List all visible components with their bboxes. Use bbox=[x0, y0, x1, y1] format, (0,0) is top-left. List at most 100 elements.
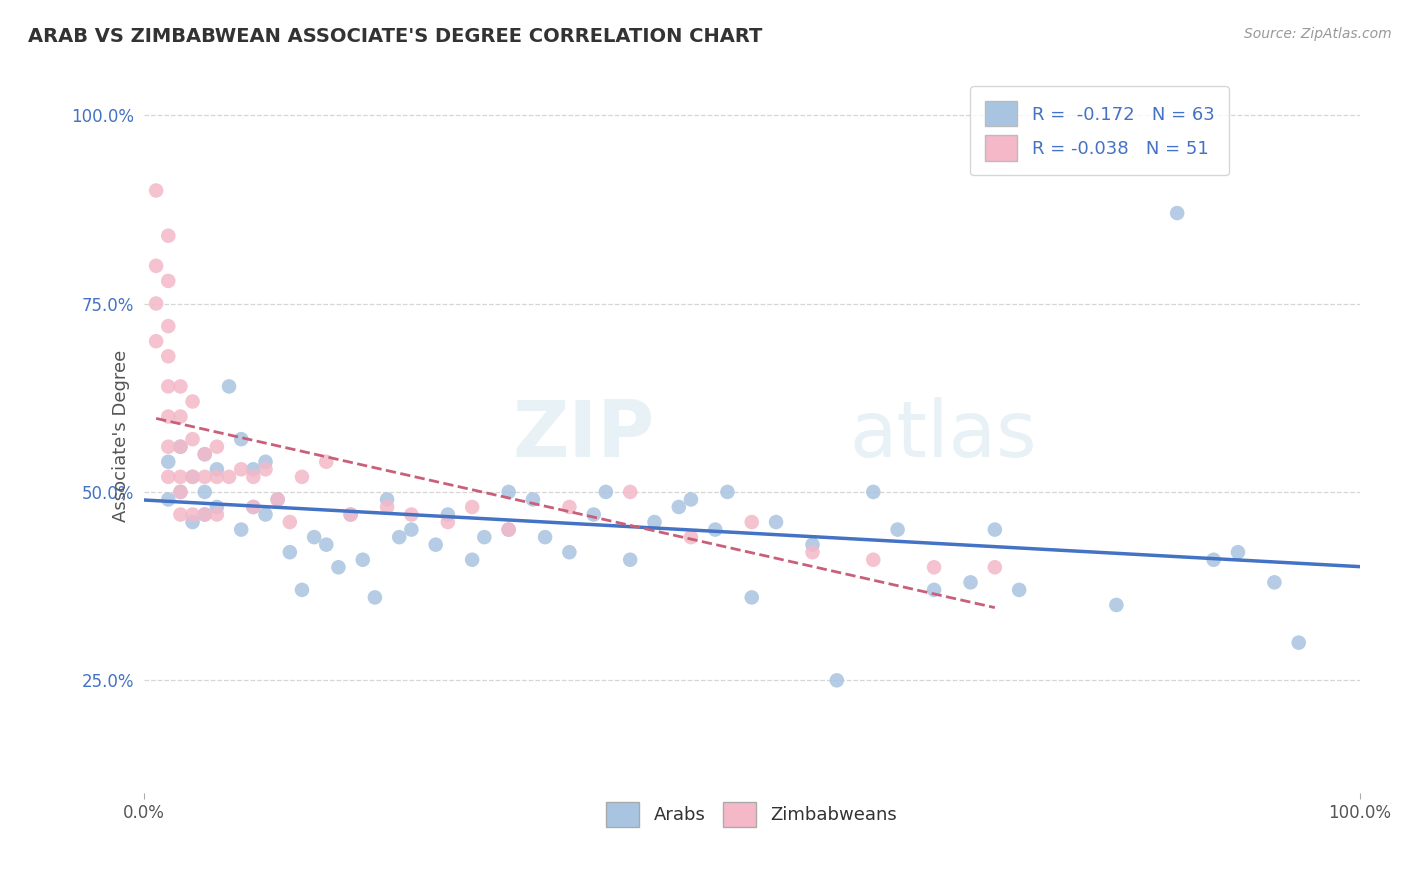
Point bbox=[145, 296, 167, 310]
Point bbox=[218, 379, 240, 393]
Point bbox=[157, 492, 180, 507]
Point bbox=[862, 484, 884, 499]
Point bbox=[242, 500, 264, 514]
Point bbox=[619, 484, 641, 499]
Point bbox=[231, 432, 253, 446]
Point bbox=[534, 530, 557, 544]
Point bbox=[266, 492, 288, 507]
Point bbox=[254, 455, 277, 469]
Point bbox=[157, 349, 180, 363]
Point bbox=[157, 319, 180, 334]
Point bbox=[194, 508, 217, 522]
Point bbox=[169, 470, 191, 484]
Point bbox=[181, 515, 204, 529]
Point bbox=[278, 545, 301, 559]
Point bbox=[181, 508, 204, 522]
Point bbox=[242, 500, 264, 514]
Point bbox=[741, 591, 763, 605]
Point bbox=[801, 545, 824, 559]
Point bbox=[328, 560, 350, 574]
Point bbox=[194, 508, 217, 522]
Point bbox=[1263, 575, 1285, 590]
Point bbox=[375, 492, 398, 507]
Point bbox=[169, 379, 191, 393]
Point bbox=[242, 462, 264, 476]
Point bbox=[181, 470, 204, 484]
Point bbox=[1166, 206, 1188, 220]
Point bbox=[205, 500, 228, 514]
Point bbox=[704, 523, 727, 537]
Point bbox=[181, 432, 204, 446]
Legend: Arabs, Zimbabweans: Arabs, Zimbabweans bbox=[599, 795, 904, 834]
Point bbox=[558, 545, 581, 559]
Point bbox=[254, 462, 277, 476]
Point bbox=[157, 470, 180, 484]
Point bbox=[157, 274, 180, 288]
Text: atlas: atlas bbox=[849, 398, 1036, 474]
Point bbox=[498, 523, 520, 537]
Point bbox=[169, 440, 191, 454]
Point bbox=[498, 484, 520, 499]
Point bbox=[145, 184, 167, 198]
Point bbox=[205, 440, 228, 454]
Point bbox=[205, 470, 228, 484]
Point bbox=[461, 553, 484, 567]
Point bbox=[595, 484, 617, 499]
Point bbox=[266, 492, 288, 507]
Point bbox=[145, 259, 167, 273]
Point bbox=[242, 470, 264, 484]
Point bbox=[315, 538, 337, 552]
Point bbox=[218, 470, 240, 484]
Point bbox=[194, 484, 217, 499]
Point bbox=[437, 515, 460, 529]
Point bbox=[145, 334, 167, 349]
Point bbox=[522, 492, 544, 507]
Point bbox=[922, 582, 945, 597]
Point bbox=[886, 523, 908, 537]
Point bbox=[364, 591, 387, 605]
Text: ZIP: ZIP bbox=[512, 398, 654, 474]
Point bbox=[1288, 635, 1310, 649]
Point bbox=[169, 484, 191, 499]
Point bbox=[437, 508, 460, 522]
Point bbox=[388, 530, 411, 544]
Point bbox=[862, 553, 884, 567]
Point bbox=[231, 523, 253, 537]
Point bbox=[169, 484, 191, 499]
Point bbox=[291, 470, 314, 484]
Point bbox=[205, 462, 228, 476]
Point bbox=[498, 523, 520, 537]
Point bbox=[679, 530, 702, 544]
Point bbox=[425, 538, 447, 552]
Point bbox=[558, 500, 581, 514]
Point bbox=[157, 228, 180, 243]
Point bbox=[716, 484, 738, 499]
Text: Source: ZipAtlas.com: Source: ZipAtlas.com bbox=[1244, 27, 1392, 41]
Y-axis label: Associate's Degree: Associate's Degree bbox=[112, 350, 131, 522]
Point bbox=[181, 470, 204, 484]
Point bbox=[619, 553, 641, 567]
Point bbox=[582, 508, 605, 522]
Point bbox=[1202, 553, 1225, 567]
Point bbox=[643, 515, 665, 529]
Point bbox=[194, 470, 217, 484]
Point bbox=[1008, 582, 1031, 597]
Point bbox=[339, 508, 361, 522]
Point bbox=[157, 440, 180, 454]
Point bbox=[401, 508, 423, 522]
Point bbox=[801, 538, 824, 552]
Point bbox=[291, 582, 314, 597]
Point bbox=[169, 440, 191, 454]
Point bbox=[254, 508, 277, 522]
Point bbox=[231, 462, 253, 476]
Point bbox=[461, 500, 484, 514]
Point bbox=[181, 394, 204, 409]
Point bbox=[302, 530, 325, 544]
Point bbox=[157, 409, 180, 424]
Point bbox=[401, 523, 423, 537]
Point bbox=[194, 447, 217, 461]
Point bbox=[169, 508, 191, 522]
Text: ARAB VS ZIMBABWEAN ASSOCIATE'S DEGREE CORRELATION CHART: ARAB VS ZIMBABWEAN ASSOCIATE'S DEGREE CO… bbox=[28, 27, 762, 45]
Point bbox=[765, 515, 787, 529]
Point bbox=[679, 492, 702, 507]
